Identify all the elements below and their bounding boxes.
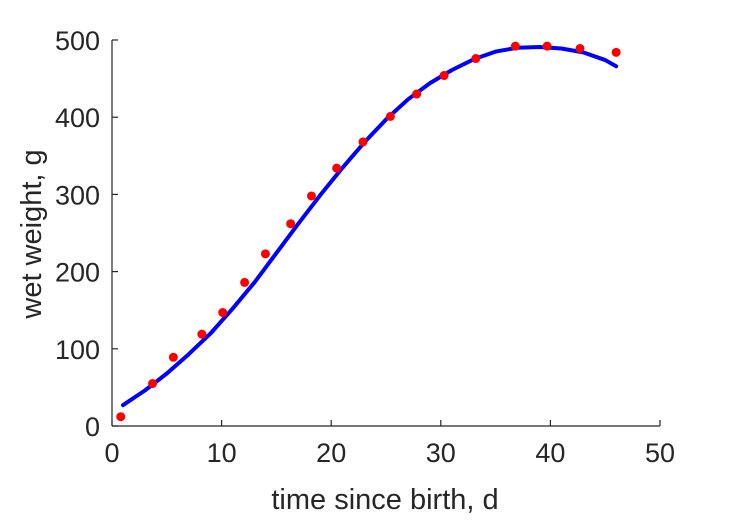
- x-axis-label: time since birth, d: [271, 484, 498, 516]
- y-tick-label: 0: [85, 412, 100, 442]
- x-tick-label: 10: [207, 438, 237, 468]
- x-tick-label: 20: [316, 438, 346, 468]
- x-tick-label: 0: [104, 438, 119, 468]
- data-point: [148, 379, 158, 389]
- data-point: [575, 43, 585, 53]
- axis-labels-layer: time since birth, d wet weight, g: [16, 149, 499, 516]
- x-tick-label: 30: [426, 438, 456, 468]
- data-point: [260, 249, 270, 259]
- data-point: [218, 308, 228, 318]
- data-point: [168, 352, 178, 362]
- y-tick-label: 400: [55, 103, 100, 133]
- data-point: [286, 219, 296, 229]
- data-point: [240, 277, 250, 287]
- data-point: [385, 111, 395, 121]
- data-point: [611, 47, 621, 57]
- fit-curve-layer: [120, 44, 619, 408]
- y-tick-label: 300: [55, 180, 100, 210]
- y-axis-label: wet weight, g: [16, 149, 48, 319]
- data-point: [510, 41, 520, 51]
- data-point: [412, 89, 422, 99]
- data-point: [116, 412, 126, 422]
- data-point: [358, 137, 368, 147]
- data-point: [306, 191, 316, 201]
- fit-curve-line: [120, 44, 619, 408]
- data-point: [471, 54, 481, 64]
- y-tick-label: 200: [55, 258, 100, 288]
- data-point: [332, 163, 342, 173]
- data-point: [439, 71, 449, 81]
- data-point: [542, 41, 552, 51]
- data-points-layer: [116, 41, 621, 422]
- data-point: [197, 329, 207, 339]
- y-tick-label: 100: [55, 335, 100, 365]
- x-tick-label: 50: [645, 438, 675, 468]
- y-tick-label: 500: [55, 26, 100, 56]
- x-tick-label: 40: [535, 438, 565, 468]
